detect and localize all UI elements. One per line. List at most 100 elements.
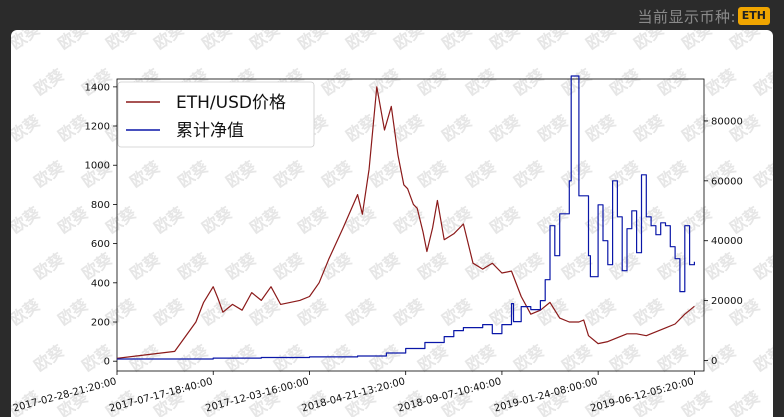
watermark-text: 欧葵 — [366, 65, 404, 99]
watermark-text: 欧葵 — [750, 249, 773, 283]
y-left-tick-label: 400 — [91, 278, 110, 289]
y-left-tick-label: 1400 — [85, 82, 110, 93]
y-left-tick-label: 1200 — [85, 122, 110, 133]
watermark-text: 欧葵 — [726, 30, 764, 53]
chart-panel: 欧葵 欧葵 欧葵 欧葵 欧葵 欧葵 欧葵 欧葵 欧葵 欧葵 欧葵 欧葵 欧葵 欧葵 欧葵 欧葵 欧葵 欧葵 欧葵 欧葵… — [11, 30, 773, 417]
nav-line — [117, 75, 695, 360]
watermark-text: 欧葵 — [174, 157, 212, 191]
watermark-text: 欧葵 — [11, 111, 44, 145]
watermark-text: 欧葵 — [102, 30, 140, 53]
watermark-text: 欧葵 — [318, 341, 356, 375]
watermark-text: 欧葵 — [318, 65, 356, 99]
watermark-text: 欧葵 — [11, 203, 44, 237]
watermark-text: 欧葵 — [486, 203, 524, 237]
watermark-text: 欧葵 — [654, 249, 692, 283]
watermark-text: 欧葵 — [438, 111, 476, 145]
y-right-tick-label: 0 — [711, 356, 717, 367]
watermark-text: 欧葵 — [342, 295, 380, 329]
watermark-text: 欧葵 — [414, 157, 452, 191]
watermark-text: 欧葵 — [30, 157, 68, 191]
watermark-text: 欧葵 — [150, 295, 188, 329]
watermark-text: 欧葵 — [606, 341, 644, 375]
watermark-text: 欧葵 — [462, 65, 500, 99]
watermark-text: 欧葵 — [438, 295, 476, 329]
watermark-text: 欧葵 — [630, 295, 668, 329]
y-right-tick-label: 80000 — [711, 116, 743, 127]
y-left-tick-label: 0 — [104, 357, 110, 368]
currency-label: 当前显示币种: — [637, 8, 736, 26]
y-left-tick-label: 200 — [91, 318, 110, 329]
watermark-text: 欧葵 — [510, 341, 548, 375]
y-left-tick-label: 1000 — [85, 161, 110, 172]
watermark-text: 欧葵 — [270, 157, 308, 191]
watermark-text: 欧葵 — [510, 249, 548, 283]
watermark-text: 欧葵 — [366, 341, 404, 375]
watermark-text: 欧葵 — [582, 111, 620, 145]
watermark-text: 欧葵 — [534, 111, 572, 145]
watermark-text: 欧葵 — [630, 30, 668, 53]
watermark-text: 欧葵 — [54, 30, 92, 53]
watermark-text: 欧葵 — [750, 157, 773, 191]
watermark-text: 欧葵 — [30, 249, 68, 283]
watermark-text: 欧葵 — [54, 295, 92, 329]
watermark-text: 欧葵 — [534, 30, 572, 53]
watermark-text: 欧葵 — [606, 65, 644, 99]
watermark-text: 欧葵 — [246, 30, 284, 53]
watermark-text: 欧葵 — [222, 157, 260, 191]
watermark-text: 欧葵 — [702, 249, 740, 283]
plot-frame — [116, 78, 705, 372]
series-nav — [117, 75, 695, 360]
watermark-text: 欧葵 — [366, 157, 404, 191]
watermark-text: 欧葵 — [198, 295, 236, 329]
watermark-text: 欧葵 — [558, 341, 596, 375]
watermark-text: 欧葵 — [750, 65, 773, 99]
legend: ETH/USD价格 累计净值 — [117, 81, 315, 148]
watermark-text: 欧葵 — [654, 157, 692, 191]
watermark-text: 欧葵 — [462, 341, 500, 375]
watermark-text: 欧葵 — [582, 30, 620, 53]
watermark-text: 欧葵 — [318, 157, 356, 191]
watermark-text: 欧葵 — [294, 30, 332, 53]
watermark-text: 欧葵 — [534, 203, 572, 237]
watermark-text: 欧葵 — [678, 203, 716, 237]
currency-badge[interactable]: ETH — [737, 7, 770, 25]
watermark-text: 欧葵 — [366, 249, 404, 283]
watermark-text: 欧葵 — [630, 111, 668, 145]
watermark-text: 欧葵 — [126, 249, 164, 283]
watermark-text: 欧葵 — [582, 295, 620, 329]
watermark-text: 欧葵 — [558, 157, 596, 191]
eth-price-line — [116, 86, 695, 359]
watermark-text: 欧葵 — [654, 65, 692, 99]
watermark-text: 欧葵 — [198, 203, 236, 237]
watermark-text: 欧葵 — [222, 249, 260, 283]
watermark-text: 欧葵 — [486, 30, 524, 53]
watermark-text: 欧葵 — [126, 341, 164, 375]
legend-label-nav: 累计净值 — [176, 121, 244, 141]
watermark-text: 欧葵 — [678, 30, 716, 53]
series-eth-usd — [116, 86, 695, 359]
watermark-text: 欧葵 — [726, 203, 764, 237]
watermark-text: 欧葵 — [270, 249, 308, 283]
watermark-text: 欧葵 — [558, 65, 596, 99]
watermark-text: 欧葵 — [510, 65, 548, 99]
watermark-text: 欧葵 — [318, 249, 356, 283]
watermark-text: 欧葵 — [414, 65, 452, 99]
watermark-text: 欧葵 — [11, 295, 44, 329]
watermark-text: 欧葵 — [510, 157, 548, 191]
watermark-text: 欧葵 — [246, 203, 284, 237]
watermark-text: 欧葵 — [30, 65, 68, 99]
watermark-text: 欧葵 — [294, 203, 332, 237]
watermark-text: 欧葵 — [30, 341, 68, 375]
watermark-text: 欧葵 — [534, 295, 572, 329]
watermark-text: 欧葵 — [54, 203, 92, 237]
watermark-text: 欧葵 — [198, 30, 236, 53]
watermark-text: 欧葵 — [462, 157, 500, 191]
watermark-text: 欧葵 — [654, 341, 692, 375]
y-left-tick-label: 800 — [91, 200, 110, 211]
watermark-text: 欧葵 — [750, 341, 773, 375]
watermark-text: 欧葵 — [174, 341, 212, 375]
watermark-text: 欧葵 — [702, 65, 740, 99]
watermark-text: 欧葵 — [438, 203, 476, 237]
watermark-text: 欧葵 — [150, 203, 188, 237]
